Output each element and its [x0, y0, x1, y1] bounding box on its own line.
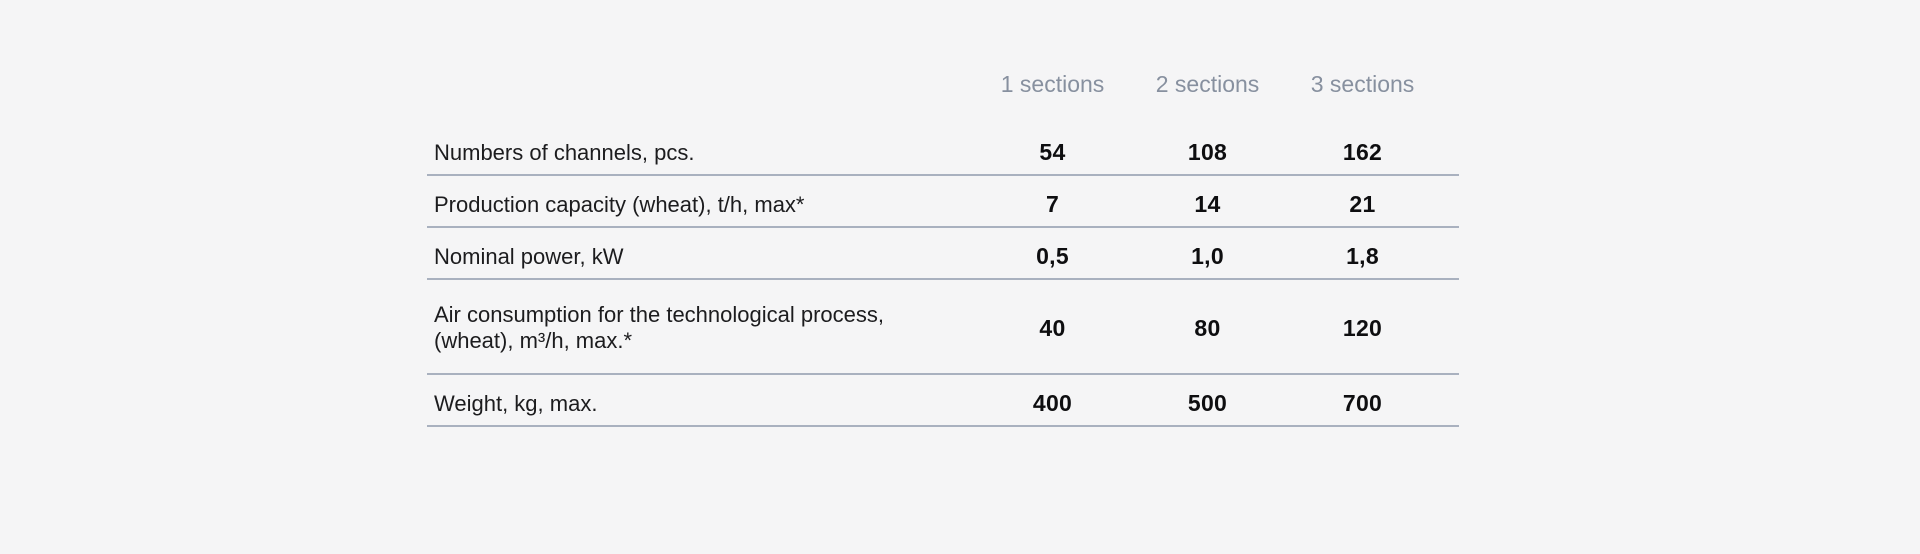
row-value: 700: [1285, 374, 1440, 427]
table-row: Nominal power, kW 0,5 1,0 1,8: [427, 227, 1459, 280]
row-value: 0,5: [975, 227, 1130, 280]
table-row: Numbers of channels, pcs. 54 108 162: [427, 124, 1459, 176]
row-label: Air consumption for the technological pr…: [427, 279, 975, 375]
row-label: Nominal power, kW: [427, 227, 975, 280]
row-value: 80: [1130, 279, 1285, 375]
row-spacer: [1440, 279, 1459, 375]
row-label-text: Production capacity (wheat), t/h, max*: [434, 191, 805, 217]
header-spacer: [1440, 70, 1459, 124]
row-value: 108: [1130, 124, 1285, 176]
row-label-text: Numbers of channels, pcs.: [434, 139, 695, 165]
header-spacer: [427, 70, 975, 124]
table-row: Production capacity (wheat), t/h, max* 7…: [427, 175, 1459, 228]
row-value: 14: [1130, 175, 1285, 228]
row-label: Weight, kg, max.: [427, 374, 975, 427]
row-value: 500: [1130, 374, 1285, 427]
row-label-text: Air consumption for the technological pr…: [434, 302, 885, 327]
column-header-2-sections: 2 sections: [1155, 71, 1260, 97]
header-row: 1 sections 2 sections 3 sections: [427, 70, 1459, 124]
row-spacer: [1440, 374, 1459, 427]
row-value: 1,8: [1285, 227, 1440, 280]
row-spacer: [1440, 175, 1459, 228]
row-label: Production capacity (wheat), t/h, max*: [427, 175, 975, 228]
row-label: Numbers of channels, pcs.: [427, 124, 975, 176]
row-value: 162: [1285, 124, 1440, 176]
row-value: 400: [975, 374, 1130, 427]
column-header-3-sections: 3 sections: [1310, 71, 1415, 97]
row-spacer: [1440, 124, 1459, 176]
row-label-text: Weight, kg, max.: [434, 390, 598, 416]
row-spacer: [1440, 227, 1459, 280]
row-value: 120: [1285, 279, 1440, 375]
row-value: 40: [975, 279, 1130, 375]
row-value: 1,0: [1130, 227, 1285, 280]
row-label-text: (wheat), m³/h, max.*: [434, 328, 633, 353]
table-row: Air consumption for the technological pr…: [427, 279, 1459, 375]
row-label-text: Nominal power, kW: [434, 243, 624, 269]
table-row: Weight, kg, max. 400 500 700: [427, 374, 1459, 427]
spec-table: 1 sections 2 sections 3 sections Numbers…: [427, 70, 1459, 427]
row-value: 54: [975, 124, 1130, 176]
column-header-1-sections: 1 sections: [1000, 71, 1105, 97]
row-value: 21: [1285, 175, 1440, 228]
spec-table-container: 1 sections 2 sections 3 sections Numbers…: [427, 70, 1459, 427]
row-value: 7: [975, 175, 1130, 228]
